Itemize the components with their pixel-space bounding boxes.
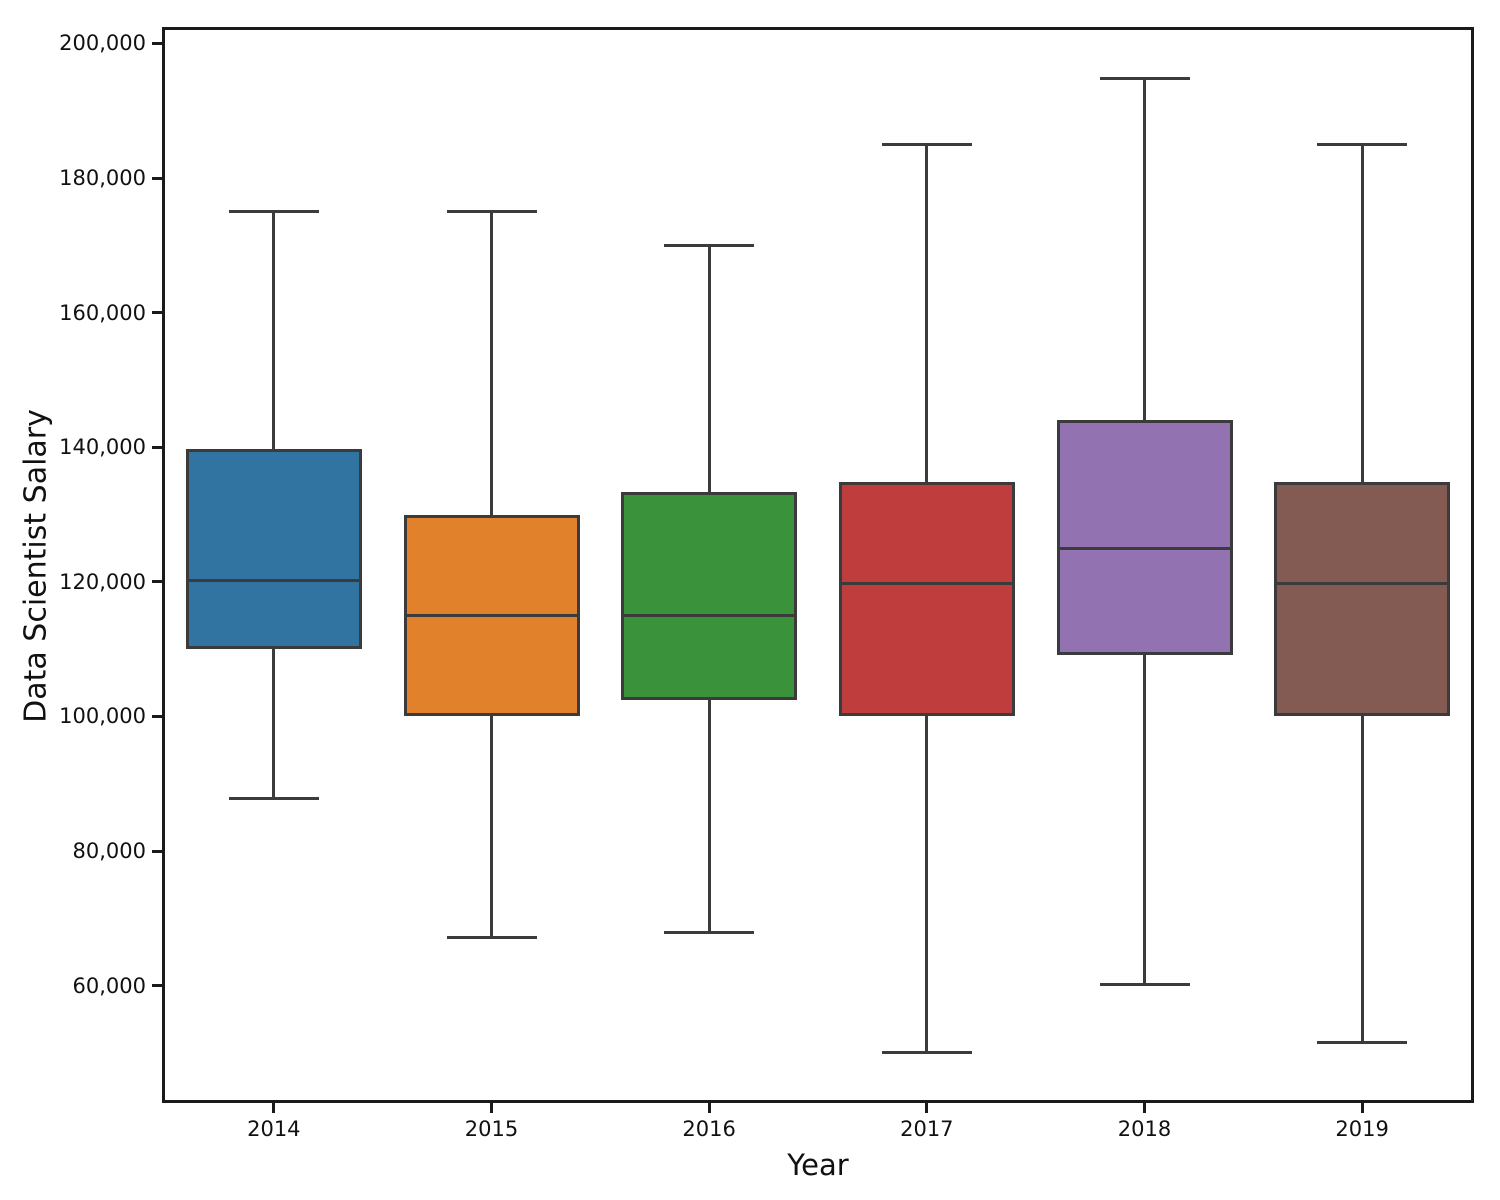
iqr-box-2014 [185,449,362,650]
whisker-cap-high [446,210,537,214]
x-tick-label: 2017 [900,1117,954,1141]
whisker-line-lower [272,649,276,799]
y-tick-label: 80,000 [72,839,146,863]
whisker-cap-low [446,935,537,939]
y-tick-mark [152,580,162,584]
x-tick-mark [490,1103,493,1113]
whisker-line-upper [490,211,493,515]
median-line-2019 [1274,582,1451,586]
iqr-box-2016 [621,492,798,700]
whisker-cap-low [228,797,319,801]
x-tick-mark [925,1103,929,1113]
x-tick-label: 2015 [464,1117,519,1141]
whisker-line-upper [925,144,929,482]
median-line-2014 [185,578,362,582]
whisker-line-lower [1360,716,1364,1043]
y-tick-label: 180,000 [59,166,146,191]
whisker-cap-high [228,210,319,214]
whisker-line-upper [707,245,711,493]
whisker-line-lower [1143,654,1146,985]
median-line-2017 [838,582,1015,586]
y-tick-mark [152,714,162,718]
median-line-2016 [621,613,798,617]
whisker-line-lower [490,716,493,938]
x-tick-mark [272,1103,276,1113]
y-tick-label: 160,000 [59,300,146,325]
whisker-cap-high [664,243,755,247]
whisker-line-upper [1143,78,1146,421]
median-line-2018 [1056,546,1233,550]
y-tick-mark [152,849,162,853]
whisker-cap-high [1099,76,1190,80]
y-tick-label: 200,000 [59,31,146,56]
plot-frame [162,27,1474,1103]
x-tick-mark [1143,1103,1146,1113]
whisker-cap-low [881,1051,972,1055]
whisker-cap-high [1317,142,1408,146]
iqr-box-2019 [1274,481,1451,717]
iqr-box-2017 [838,481,1015,717]
whisker-cap-low [1317,1041,1408,1045]
y-tick-label: 140,000 [59,435,146,460]
whisker-cap-high [881,142,972,146]
iqr-box-2018 [1056,420,1233,655]
y-tick-mark [152,176,162,180]
x-axis-title: Year [787,1148,849,1182]
x-tick-label: 2014 [247,1117,301,1141]
y-tick-mark [152,445,162,449]
x-tick-label: 2019 [1335,1117,1389,1141]
y-tick-mark [152,311,162,315]
median-line-2015 [403,613,580,617]
y-tick-label: 100,000 [59,704,146,729]
y-tick-label: 120,000 [59,569,146,594]
x-tick-mark [707,1103,711,1113]
y-tick-mark [152,984,162,988]
whisker-line-lower [707,699,711,933]
whisker-cap-low [1099,983,1190,987]
whisker-line-lower [925,716,929,1053]
whisker-line-upper [1360,144,1364,482]
y-tick-mark [152,41,162,45]
whisker-line-upper [272,211,276,450]
x-tick-label: 2016 [682,1117,736,1141]
x-tick-label: 2018 [1117,1117,1172,1141]
y-tick-label: 60,000 [72,973,146,998]
x-tick-mark [1360,1103,1364,1113]
whisker-cap-low [664,930,755,934]
